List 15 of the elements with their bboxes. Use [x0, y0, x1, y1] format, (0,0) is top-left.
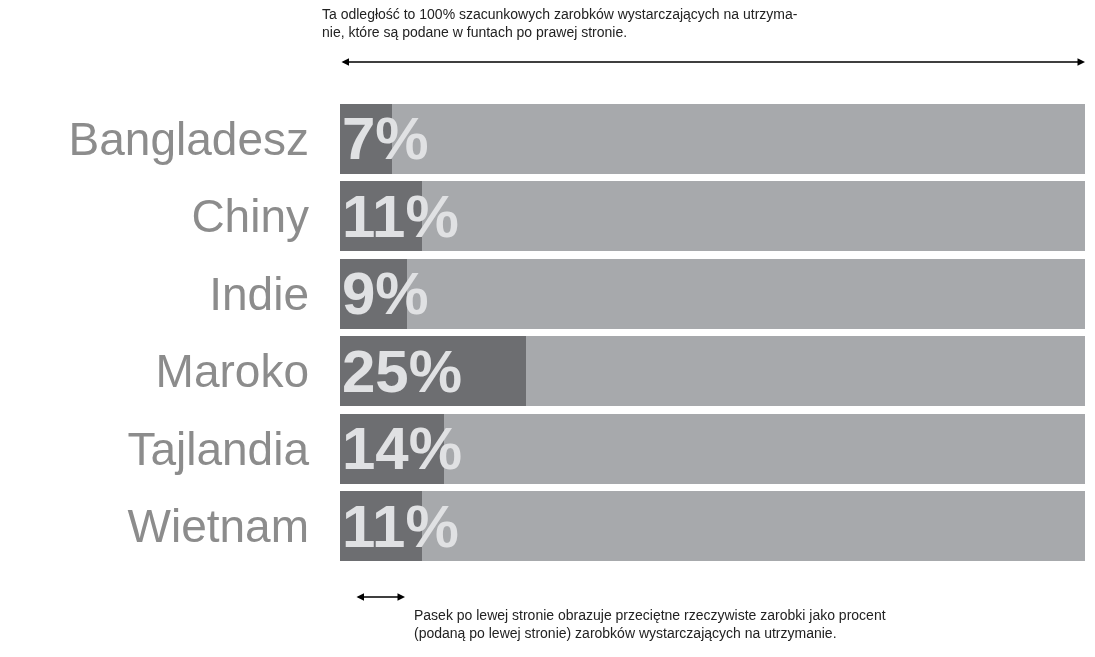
bar	[526, 336, 1085, 407]
text: Ta odległość to 100% szacunkowych zarobków wystarczających na utrzyma- nie, które są podane w funtach po prawej stronie.	[322, 6, 798, 41]
y-tick-label: Tajlandia	[127, 422, 310, 475]
y-tick-label: Chiny	[191, 190, 309, 243]
data-label: 14%	[342, 415, 463, 482]
data-label: 7%	[342, 105, 429, 172]
y-tick-label: Bangladesz	[68, 112, 309, 165]
data-label: 11%	[342, 493, 459, 560]
text: Pasek po lewej stronie obrazuje przeciętne rzeczywiste zarobki jako procent (podaną po lewej stronie) zarobków wystarczających na utrzymanie.	[414, 607, 886, 642]
y-tick-label: Wietnam	[127, 500, 309, 553]
y-tick-label: Indie	[209, 267, 309, 320]
data-label: 11%	[342, 183, 459, 250]
data-label: 25%	[342, 338, 463, 405]
data-label: 9%	[342, 260, 429, 327]
y-tick-label: Maroko	[155, 345, 309, 398]
